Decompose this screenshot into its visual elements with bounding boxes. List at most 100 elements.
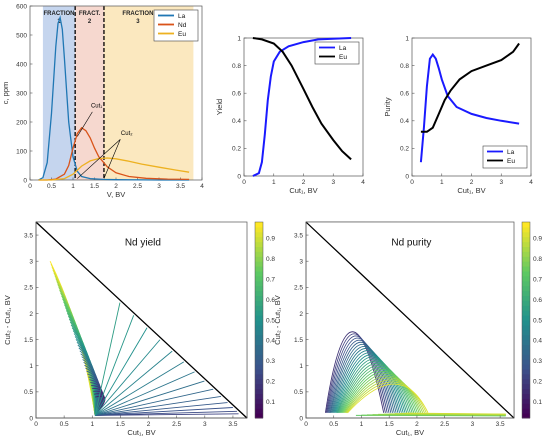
x-axis-label: Cut₁, BV [457, 186, 485, 195]
colorbar-segment [255, 398, 263, 404]
colorbar-segment [522, 344, 530, 350]
legend-label-la: La [507, 149, 515, 156]
axes-frame-top [305, 221, 515, 419]
colorbar-segment [522, 310, 530, 316]
series-line-eu [252, 37, 352, 161]
chart-panel-1: 0 1 2 3 4 0 0.2 0.4 0.6 0.8 1 Cut₁, BV Yield La Eu [215, 35, 365, 195]
colorbar-segment [522, 393, 530, 399]
y-tick-label: 0 [405, 173, 409, 180]
legend-box [482, 145, 528, 169]
fraction-number-2: 2 [88, 19, 92, 25]
contour-line [333, 352, 402, 413]
y-tick-label: 1 [237, 35, 241, 42]
x-axis-label: Cut₁, BV [127, 428, 155, 437]
colorbar-segment [255, 339, 263, 345]
x-tick-label: 4 [200, 183, 204, 190]
colorbar-segment [255, 383, 263, 390]
x-tick-label: 3.5 [496, 421, 505, 428]
contour-ray [94, 339, 161, 416]
colorbar-segment [522, 408, 530, 414]
fraction-label-2: FRACT. [79, 11, 101, 17]
colorbar-tick-label: 0.8 [533, 256, 542, 263]
y-tick-label: 0.8 [400, 63, 409, 70]
y-tick-label: 0 [29, 415, 33, 422]
colorbar-tick-label: 0.5 [266, 317, 275, 324]
y-tick-label: 0.5 [294, 389, 303, 396]
contour-line [343, 375, 422, 414]
fraction-number-3: 3 [136, 19, 140, 25]
y-tick-label: 0.5 [24, 389, 33, 396]
colorbar-segment [255, 295, 263, 301]
colorbar-segment [522, 300, 530, 306]
colorbar-tick-label: 0.4 [266, 338, 275, 345]
x-tick-label: 1.5 [385, 421, 394, 428]
colorbar-segment [522, 275, 530, 282]
x-tick-label: 3 [331, 179, 335, 186]
y-tick-label: 0.8 [232, 63, 241, 70]
x-tick-label: 1.5 [116, 421, 125, 428]
colorbar-segment [522, 364, 530, 370]
x-tick-label: 2 [470, 179, 474, 186]
x-tick-label: 2 [114, 183, 118, 190]
x-tick-label: 2 [302, 179, 306, 186]
colorbar-segment [255, 320, 263, 326]
legend: La Eu [314, 41, 360, 65]
x-tick-label: 1 [90, 421, 94, 428]
contour-lines [324, 331, 506, 417]
x-tick-label: 2.5 [172, 421, 181, 428]
x-tick-label: 1 [360, 421, 364, 428]
colorbar-segment [255, 349, 263, 355]
colorbar-segment [522, 241, 530, 247]
contour-line [346, 381, 427, 414]
y-tick-label: 1 [405, 35, 409, 42]
y-tick-label: 2 [299, 311, 303, 318]
fraction-label-1: FRACTION [44, 11, 75, 17]
contour-line [327, 337, 390, 413]
cut2-annotation: Cut₂ [121, 131, 133, 137]
x-tick-label: 0.5 [47, 183, 56, 190]
y-tick-label: 300 [16, 90, 27, 97]
series-line-la [252, 37, 352, 177]
y-tick-label: 100 [16, 148, 27, 155]
colorbar-segment [255, 364, 263, 370]
colorbar-segment [522, 320, 530, 326]
colorbar-segment [255, 275, 263, 282]
colorbar-segment [255, 266, 263, 272]
contour-line [339, 365, 413, 413]
contour-line [337, 360, 409, 413]
contour-line [341, 369, 417, 414]
colorbar-segment [522, 388, 530, 394]
x-tick-label: 0 [28, 183, 32, 190]
colorbar-segment [522, 305, 530, 311]
contour-line [342, 373, 420, 414]
x-axis-label: Cut₁, BV [396, 428, 424, 437]
colorbar-segment [255, 222, 263, 228]
contour-line [341, 371, 418, 414]
colorbar-tick-label: 0.7 [266, 276, 275, 283]
colorbar-tick-label: 0.3 [266, 358, 275, 365]
x-tick-label: 0 [242, 179, 246, 186]
colorbar-segment [255, 315, 263, 321]
cut1-annotation: Cut₁ [91, 104, 102, 110]
contour-ray [95, 407, 233, 416]
contour-ray [94, 388, 214, 416]
colorbar-tick-label: 0.2 [266, 379, 275, 386]
x-tick-label: 2 [415, 421, 419, 428]
colorbar-segment [255, 261, 263, 267]
y-axis-label: Cut₂ - Cut₁, BV [3, 295, 12, 345]
colorbar-segment [522, 236, 530, 243]
colorbar-segment [522, 403, 530, 409]
y-tick-label: 0.2 [400, 146, 409, 153]
legend: La Nd Eu [153, 9, 199, 42]
x-tick-label: 0.5 [60, 421, 69, 428]
colorbar-segment [522, 383, 530, 390]
x-tick-label: 0 [304, 421, 308, 428]
colorbar-tick-label: 0.8 [266, 256, 275, 263]
series-line-eu [420, 42, 520, 133]
contour-panel-4: Nd purity 0 0.5 1 1.5 2 2.5 3 3.5 0 0.5 1 1.5 2 2.5 3 3.… [273, 221, 542, 437]
contour-panel-3: Nd yield 0 0.5 1 1.5 2 2.5 3 3.5 0 0.5 1 1.5 2 2.5 3 3.5… [3, 221, 275, 437]
contour-line [334, 354, 404, 413]
cut1-annotation-line [77, 111, 93, 137]
